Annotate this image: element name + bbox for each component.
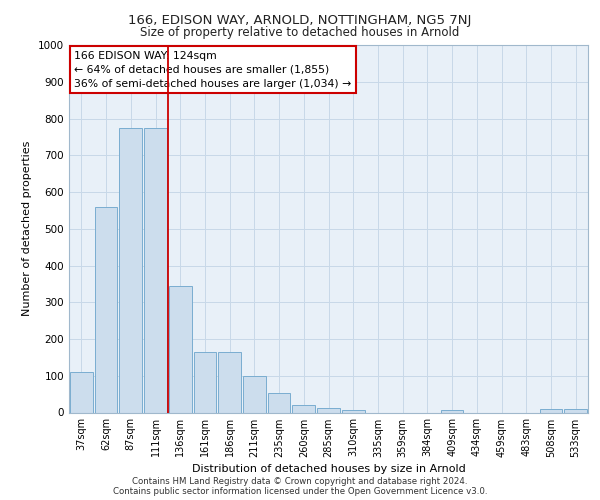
Bar [70, 372, 93, 412]
Bar [169, 286, 191, 412]
Bar [95, 206, 118, 412]
Bar [342, 410, 365, 412]
Text: Size of property relative to detached houses in Arnold: Size of property relative to detached ho… [140, 26, 460, 39]
Bar [317, 408, 340, 412]
Bar [144, 128, 167, 412]
Bar [119, 128, 142, 412]
Bar [292, 405, 315, 412]
Bar [441, 410, 463, 412]
Bar [539, 409, 562, 412]
Bar [194, 352, 216, 412]
Bar [218, 352, 241, 412]
Y-axis label: Number of detached properties: Number of detached properties [22, 141, 32, 316]
Bar [243, 376, 266, 412]
Bar [564, 409, 587, 412]
Bar [268, 394, 290, 412]
X-axis label: Distribution of detached houses by size in Arnold: Distribution of detached houses by size … [191, 464, 466, 473]
Text: 166, EDISON WAY, ARNOLD, NOTTINGHAM, NG5 7NJ: 166, EDISON WAY, ARNOLD, NOTTINGHAM, NG5… [128, 14, 472, 27]
Text: 166 EDISON WAY: 124sqm
← 64% of detached houses are smaller (1,855)
36% of semi-: 166 EDISON WAY: 124sqm ← 64% of detached… [74, 50, 352, 88]
Text: Contains HM Land Registry data © Crown copyright and database right 2024.
Contai: Contains HM Land Registry data © Crown c… [113, 476, 487, 496]
